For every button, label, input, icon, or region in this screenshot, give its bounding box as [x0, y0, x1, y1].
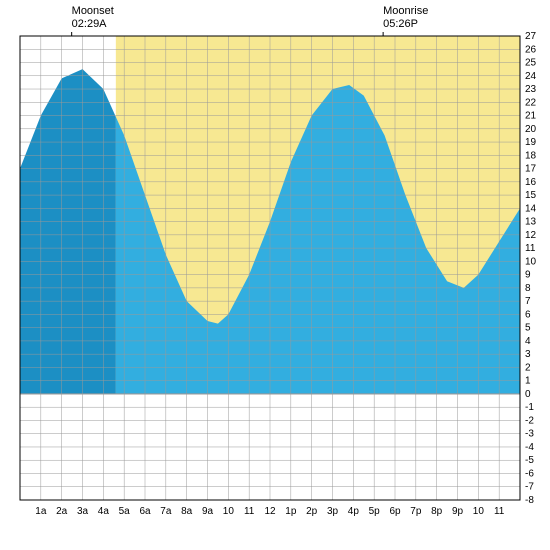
y-tick-label: 26: [525, 44, 537, 55]
x-tick-label: 3p: [327, 506, 339, 517]
x-tick-label: 4a: [98, 506, 110, 517]
y-tick-label: 15: [525, 190, 537, 201]
x-tick-label: 9a: [202, 506, 214, 517]
x-tick-label: 5a: [119, 506, 131, 517]
moonset-title: Moonset: [72, 5, 114, 17]
y-tick-label: 27: [525, 31, 537, 42]
moonrise-time: 05:26P: [383, 18, 418, 30]
y-tick-label: -4: [525, 442, 534, 453]
y-tick-label: 17: [525, 164, 537, 175]
y-tick-label: 9: [525, 270, 531, 281]
x-tick-label: 2a: [56, 506, 68, 517]
y-tick-label: 10: [525, 256, 537, 267]
y-tick-label: 23: [525, 84, 537, 95]
y-tick-label: 0: [525, 389, 531, 400]
chart-svg: -8-7-6-5-4-3-2-1012345678910111213141516…: [0, 0, 550, 550]
y-tick-label: -5: [525, 455, 534, 466]
x-tick-label: 1p: [285, 506, 297, 517]
x-tick-label: 6p: [389, 506, 401, 517]
x-tick-label: 3a: [77, 506, 89, 517]
x-tick-label: 7a: [160, 506, 172, 517]
x-tick-label: 12: [264, 506, 276, 517]
y-tick-label: 25: [525, 58, 537, 69]
y-tick-label: 2: [525, 362, 531, 373]
tide-chart: -8-7-6-5-4-3-2-1012345678910111213141516…: [0, 0, 550, 550]
y-tick-label: -3: [525, 429, 534, 440]
y-tick-label: 4: [525, 336, 531, 347]
y-tick-label: -8: [525, 495, 534, 506]
x-tick-label: 11: [494, 506, 505, 517]
y-tick-label: 24: [525, 71, 537, 82]
x-tick-label: 10: [223, 506, 235, 517]
y-tick-label: 18: [525, 150, 537, 161]
y-tick-label: 3: [525, 349, 531, 360]
y-tick-label: 12: [525, 230, 537, 241]
y-tick-label: -2: [525, 415, 534, 426]
x-tick-label: 5p: [369, 506, 381, 517]
x-tick-label: 8a: [181, 506, 193, 517]
y-tick-label: 5: [525, 323, 531, 334]
y-tick-label: 14: [525, 203, 537, 214]
y-tick-label: 21: [525, 111, 537, 122]
moonset-time: 02:29A: [72, 18, 108, 30]
y-tick-label: 16: [525, 177, 537, 188]
y-tick-label: 1: [525, 376, 531, 387]
x-tick-label: 1a: [35, 506, 47, 517]
x-tick-label: 9p: [452, 506, 464, 517]
y-tick-label: 11: [525, 243, 536, 254]
y-tick-label: -1: [525, 402, 534, 413]
y-tick-label: -7: [525, 482, 534, 493]
x-tick-label: 11: [244, 506, 255, 517]
y-tick-label: 6: [525, 309, 531, 320]
y-tick-label: -6: [525, 468, 534, 479]
x-tick-label: 4p: [348, 506, 360, 517]
y-tick-label: 19: [525, 137, 537, 148]
x-tick-label: 7p: [410, 506, 422, 517]
y-tick-label: 7: [525, 296, 531, 307]
x-tick-label: 10: [473, 506, 485, 517]
moonrise-title: Moonrise: [383, 5, 428, 17]
y-tick-label: 13: [525, 217, 537, 228]
x-tick-label: 6a: [139, 506, 151, 517]
y-tick-label: 22: [525, 97, 537, 108]
x-tick-label: 8p: [431, 506, 443, 517]
y-tick-label: 20: [525, 124, 537, 135]
x-tick-label: 2p: [306, 506, 318, 517]
y-tick-label: 8: [525, 283, 531, 294]
